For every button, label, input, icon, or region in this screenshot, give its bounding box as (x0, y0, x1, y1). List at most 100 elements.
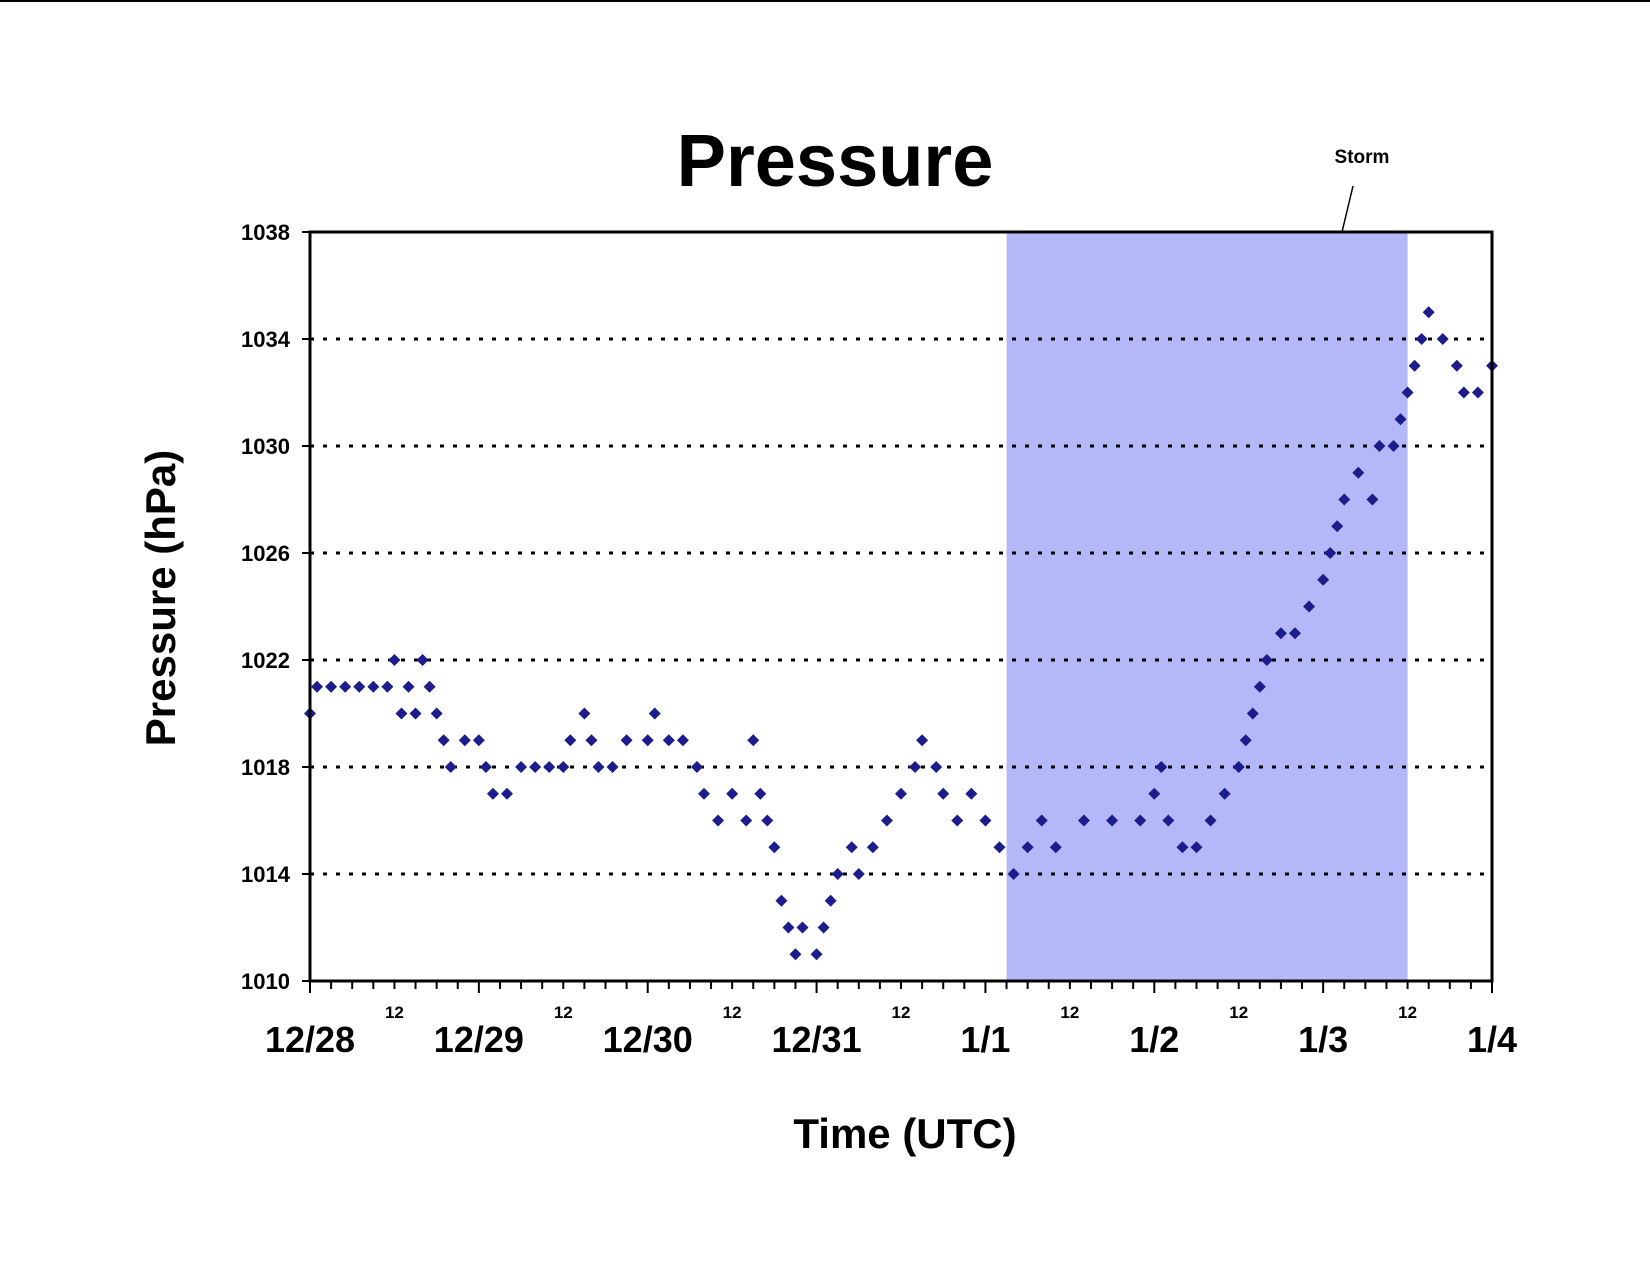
data-point (311, 680, 324, 693)
data-point (951, 814, 964, 827)
data-point (592, 761, 605, 773)
data-point (1007, 868, 1020, 880)
data-point (740, 814, 753, 827)
data-point (810, 948, 823, 961)
data-point (1134, 814, 1147, 827)
x-axis-title: Time (UTC) (793, 1110, 1016, 1157)
storm-shaded-region (1006, 232, 1408, 981)
x-hour-label: 12 (1229, 1003, 1248, 1022)
data-point (1148, 787, 1161, 800)
data-points (304, 306, 1498, 961)
data-point (1317, 573, 1330, 586)
data-point (395, 707, 408, 720)
data-point (1338, 493, 1351, 506)
data-point (1077, 814, 1090, 827)
data-point (1035, 814, 1048, 827)
data-point (620, 734, 633, 747)
x-hour-label: 12 (1398, 1003, 1417, 1022)
data-point (1450, 359, 1463, 372)
y-tick-label-1030: 1030 (241, 434, 290, 459)
data-point (1162, 814, 1175, 827)
x-hour-label: 12 (723, 1003, 742, 1022)
data-point (437, 734, 450, 747)
data-point (1239, 734, 1252, 747)
x-hour-label: 12 (385, 1003, 404, 1022)
data-point (1204, 814, 1217, 827)
data-point (1176, 841, 1189, 854)
y-axis-ticks: 1010 1014 1018 1022 1026 1030 1034 1038 (241, 220, 310, 994)
x-hour-label: 12 (554, 1003, 573, 1022)
x-day-label-1-2: 1/2 (1129, 1019, 1179, 1060)
x-day-label-12-31: 12/31 (772, 1019, 862, 1060)
x-hour-label: 12 (892, 1003, 911, 1022)
data-point (1387, 440, 1400, 452)
data-point (1436, 333, 1449, 345)
data-point (325, 680, 338, 693)
data-point (501, 787, 513, 800)
data-point (817, 921, 830, 934)
y-tick-label-1014: 1014 (241, 862, 291, 887)
storm-annotation-leader (1341, 185, 1354, 233)
data-point (937, 787, 950, 800)
data-point (402, 680, 415, 693)
data-point (712, 814, 725, 827)
data-point (1246, 707, 1259, 720)
data-point (1408, 359, 1421, 372)
data-point (1471, 386, 1484, 399)
x-day-label-12-30: 12/30 (603, 1019, 693, 1060)
data-point (444, 761, 457, 773)
y-tick-label-1022: 1022 (241, 648, 290, 673)
data-point (796, 921, 809, 934)
data-point (831, 868, 844, 880)
x-day-label-1-3: 1/3 (1298, 1019, 1348, 1060)
data-point (641, 734, 654, 747)
data-point (1373, 440, 1386, 452)
data-point (775, 894, 788, 907)
data-point (1253, 680, 1266, 693)
data-point (909, 761, 922, 773)
data-point (1331, 520, 1344, 533)
data-point (388, 654, 401, 666)
data-point (789, 948, 802, 961)
data-point (458, 734, 471, 747)
data-point (585, 734, 598, 747)
data-point (1394, 413, 1407, 426)
data-point (606, 761, 619, 773)
data-point (1260, 654, 1273, 666)
data-point (782, 921, 795, 934)
data-point (754, 787, 767, 800)
data-point (1106, 814, 1119, 827)
data-point (930, 761, 943, 773)
x-axis-ticks: 12/28 12 12/29 12 12/30 12 12/31 12 1/1 12 1/2 12 1/… (265, 981, 1517, 1060)
storm-annotation-label: Storm (1335, 147, 1390, 168)
data-point (557, 761, 570, 773)
top-border-line (0, 0, 1650, 2)
y-tick-label-1026: 1026 (241, 541, 290, 566)
data-point (916, 734, 929, 747)
data-point (578, 707, 591, 720)
data-point (1303, 600, 1316, 613)
data-point (965, 787, 978, 800)
data-point (1457, 386, 1470, 399)
data-point (1401, 386, 1414, 399)
data-point (479, 761, 492, 773)
data-point (529, 761, 542, 773)
x-day-label-1-4: 1/4 (1467, 1019, 1517, 1060)
data-point (648, 707, 661, 720)
x-day-label-12-28: 12/28 (265, 1019, 355, 1060)
data-point (895, 787, 907, 800)
data-point (676, 734, 689, 747)
data-point (1021, 841, 1034, 854)
data-point (852, 868, 865, 880)
data-point (1232, 761, 1245, 773)
data-point (367, 680, 380, 693)
y-tick-label-1038: 1038 (241, 220, 290, 245)
y-tick-label-1018: 1018 (241, 755, 290, 780)
data-point (1422, 306, 1435, 319)
x-hour-label: 12 (1060, 1003, 1079, 1022)
data-point (1366, 493, 1379, 506)
data-point (430, 707, 443, 720)
y-tick-label-1010: 1010 (241, 969, 290, 994)
data-point (1289, 627, 1301, 640)
data-point (690, 761, 703, 773)
